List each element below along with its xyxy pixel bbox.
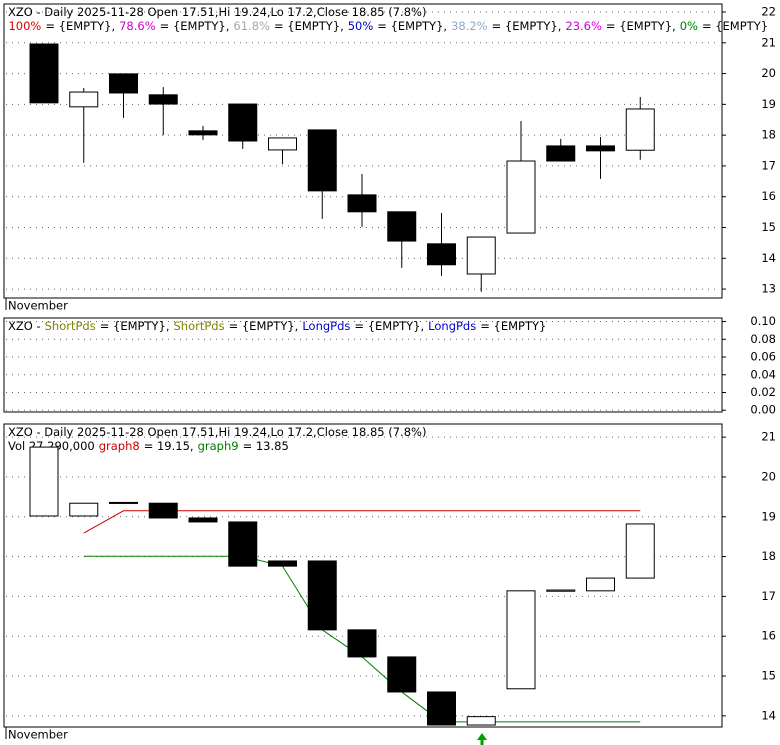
panel-title: XZO - [8,319,41,333]
y-tick-label: 0.02 [750,385,776,399]
candle-body [268,560,297,567]
candle-body [546,589,576,592]
candle-body [148,502,178,519]
y-tick-label: 20 [761,469,776,483]
legend-text: = {EMPTY}, [377,19,447,33]
x-tick-label: November [8,299,68,313]
legend-text: = 19.15, [144,439,194,453]
y-tick-label: 18 [761,549,776,563]
candle-body [69,91,99,108]
legend-text: = {EMPTY} [480,319,546,333]
y-tick-label: 0.00 [750,403,776,417]
y-tick-label: 22 [761,5,776,19]
candle-body [387,656,417,693]
candle-body [427,243,456,266]
legend-text: = {EMPTY}, [606,19,676,33]
candle-body [347,194,377,213]
panel-subheader: Vol 27,290,000 graph8 = 19.15, graph9 = 13.8… [8,439,289,453]
y-tick-label: 0.10 [750,314,776,328]
legend-name: ShortPds [173,319,224,333]
y-tick-label: 19 [761,97,776,111]
legend-text: = {EMPTY}, [45,19,115,33]
y-tick-label: 17 [761,589,776,603]
legend-name: LongPds [302,319,350,333]
y-tick-label: 16 [761,189,776,203]
legend-name: 100% [8,19,41,33]
y-tick-label: 18 [761,128,776,142]
y-tick-label: 15 [761,220,776,234]
legend-text: = {EMPTY}, [229,319,299,333]
y-tick-label: 19 [761,509,776,523]
legend-text: = {EMPTY}, [354,319,424,333]
legend-text: = 13.85 [243,439,289,453]
y-tick-label: 21 [761,35,776,49]
candle-body [148,94,178,105]
y-tick-label: 0.06 [750,350,776,364]
panel-frame [3,3,723,299]
panel-frame [3,317,723,413]
legend-name: graph9 [198,439,239,453]
legend-text: = {EMPTY}, [492,19,562,33]
y-tick-label: 16 [761,629,776,643]
legend-text: = {EMPTY}, [274,19,344,33]
candle-body [307,129,337,192]
candle-body [307,560,337,631]
panel-title: XZO - Daily 2025-11-28 Open 17.51,Hi 19.… [8,5,426,19]
candle-body [228,521,258,567]
y-tick-label: 17 [761,158,776,172]
legend-text: = {EMPTY} [702,19,768,33]
candle-body [625,108,655,151]
candle-body [228,103,258,142]
candle-body [69,502,99,517]
candle-body [427,691,456,726]
legend-name: graph8 [99,439,140,453]
candle-body [506,160,536,234]
y-tick-label: 14 [761,708,776,722]
candle-body [29,43,59,104]
y-tick-label: 15 [761,669,776,683]
panel-header: XZO - Daily 2025-11-28 Open 17.51,Hi 19.… [8,425,426,439]
y-tick-label: 14 [761,251,776,265]
candle-body [466,716,496,726]
candle-body [188,130,218,136]
candle-body [466,236,496,275]
candle-body [347,629,377,658]
candle-body [109,73,138,94]
x-tick-label: November [8,728,68,742]
y-tick-label: 13 [761,282,776,296]
candle-body [188,517,218,523]
candle-body [506,590,536,690]
panel-frame [3,423,723,728]
candle-body [387,211,417,242]
legend-name: 61.8% [233,19,270,33]
legend-name: LongPds [428,319,476,333]
legend-name: ShortPds [45,319,96,333]
panel-header: XZO - ShortPds = {EMPTY}, ShortPds = {EMPTY}… [8,319,546,333]
legend-name: 50% [348,19,374,33]
candle-body [29,446,59,517]
legend-name: 0% [680,19,698,33]
legend-name: 23.6% [565,19,602,33]
candle-body [268,137,297,151]
panel-title: XZO - Daily 2025-11-28 Open 17.51,Hi 19.… [8,425,426,439]
y-tick-label: 0.04 [750,367,776,381]
y-tick-label: 0.08 [750,332,776,346]
candle-body [586,145,615,152]
legend-name: 78.6% [119,19,156,33]
candle-body [586,577,615,592]
panel-header: XZO - Daily 2025-11-28 Open 17.51,Hi 19.… [8,5,768,33]
y-tick-label: 21 [761,430,776,444]
signal-arrow [477,733,487,745]
y-tick-label: 20 [761,66,776,80]
legend-name: 38.2% [451,19,488,33]
candle-body [625,523,655,579]
candle-body [546,145,576,162]
legend-text: = {EMPTY}, [160,19,230,33]
legend-text: = {EMPTY}, [100,319,170,333]
candle-body [109,501,138,504]
